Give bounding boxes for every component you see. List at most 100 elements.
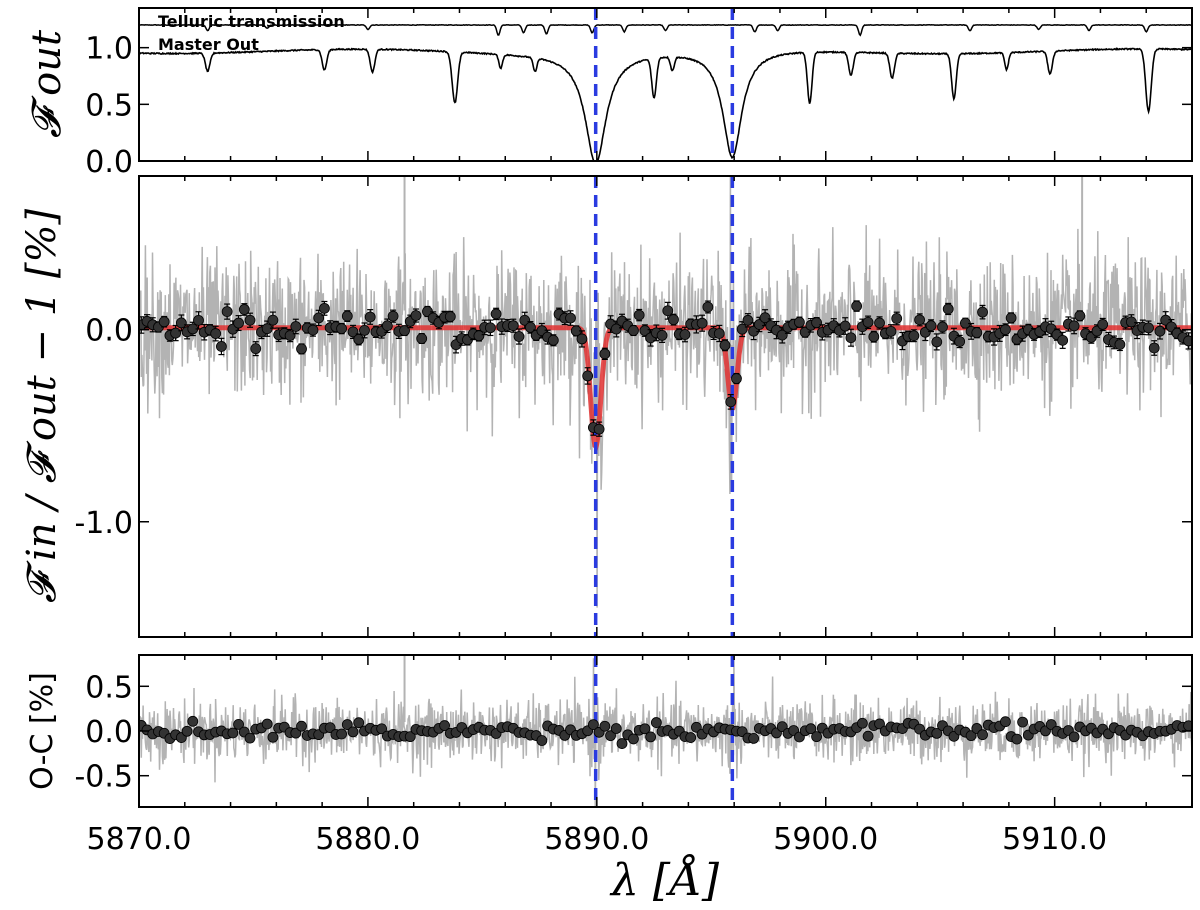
- binned-point: [221, 306, 233, 318]
- residual-binned-point: [536, 735, 548, 746]
- binned-point: [341, 310, 353, 322]
- residual-binned-point: [227, 727, 239, 739]
- bottom-ticks: 5870.0 5880.0 5890.0 5900.0 5910.0 0.5 0.0 -0.5: [74, 655, 1193, 857]
- x-tick-label: 5910.0: [1002, 822, 1107, 857]
- top-ticks: 0.0 0.5 1.0: [85, 8, 1193, 180]
- residual-binned-point: [261, 718, 273, 730]
- binned-point: [731, 373, 742, 384]
- binned-point: [811, 317, 822, 329]
- binned-point: [794, 316, 805, 328]
- residual-binned-point: [599, 720, 611, 732]
- telluric-transmission-line: [139, 23, 1192, 37]
- binned-point: [725, 396, 737, 408]
- residual-binned-point: [811, 731, 822, 743]
- residual-binned-point: [856, 717, 868, 729]
- binned-point: [353, 334, 365, 345]
- binned-point: [267, 314, 279, 326]
- binned-point: [193, 314, 204, 326]
- binned-point: [565, 312, 576, 324]
- binned-point: [1000, 324, 1011, 336]
- binned-point: [547, 334, 559, 346]
- binned-point: [719, 339, 731, 351]
- master-out-line: [139, 47, 1192, 161]
- middle-panel-frame: [138, 175, 1193, 638]
- binned-point: [914, 314, 925, 326]
- binned-point: [885, 325, 897, 337]
- residual-binned-point: [439, 720, 450, 731]
- binned-point: [387, 310, 399, 322]
- residual-binned-point: [376, 723, 388, 735]
- binned-point: [1154, 325, 1166, 337]
- binned-point: [891, 313, 903, 324]
- binned-point: [233, 317, 244, 329]
- middle-panel: 0.0 -1.0 𝓕 in / 𝓕 out − 1 [%]: [19, 175, 1193, 638]
- residual-binned-point: [233, 719, 244, 730]
- y-tick-label: 0.0: [85, 145, 133, 180]
- residual-binned-point: [1000, 716, 1011, 728]
- binned-point: [359, 325, 370, 336]
- residual-binned-point: [931, 727, 943, 739]
- binned-point: [410, 310, 422, 321]
- legend-telluric: Telluric transmission: [158, 12, 345, 31]
- legend-master-out: Master Out: [158, 35, 259, 54]
- y-tick-label: 0.0: [85, 314, 133, 349]
- binned-point: [525, 321, 536, 333]
- binned-point: [1183, 335, 1192, 347]
- binned-point: [519, 314, 531, 326]
- binned-point: [874, 317, 885, 329]
- binned-point: [336, 323, 347, 334]
- residual-binned-point: [353, 717, 365, 729]
- raw-transmission-spectrum: [139, 176, 1192, 608]
- binned-point: [628, 325, 639, 336]
- binned-point: [1005, 312, 1017, 324]
- residual-binned-point: [610, 723, 622, 734]
- binned-point: [158, 316, 170, 328]
- binned-point: [845, 332, 857, 344]
- binned-point: [942, 303, 954, 315]
- binned-point: [851, 300, 863, 312]
- residual-binned-point: [267, 731, 279, 743]
- binned-point: [668, 314, 679, 326]
- binned-point: [364, 311, 376, 323]
- binned-point: [1143, 322, 1154, 334]
- binned-point: [931, 336, 943, 348]
- middle-y-axis-label: 𝓕 in / 𝓕 out − 1 [%]: [19, 209, 65, 604]
- residual-binned-point: [341, 719, 353, 730]
- binned-point: [290, 321, 302, 332]
- binned-point: [937, 321, 948, 333]
- binned-point: [507, 320, 519, 332]
- binned-point: [513, 331, 525, 342]
- y-tick-label: 0.5: [85, 88, 133, 123]
- binned-point: [484, 322, 496, 334]
- binned-point: [582, 370, 594, 382]
- binned-point: [696, 317, 708, 329]
- binned-point: [399, 325, 410, 337]
- residual-binned-point: [691, 721, 702, 733]
- bottom-y-axis-label: O-C [%]: [25, 672, 60, 790]
- binned-point: [296, 343, 307, 355]
- binned-point: [238, 304, 250, 315]
- bottom-panel: 5870.0 5880.0 5890.0 5900.0 5910.0 0.5 0.0 -0.5…: [25, 654, 1193, 906]
- binned-point: [1125, 316, 1137, 328]
- binned-point: [679, 329, 691, 340]
- binned-point: [313, 312, 325, 324]
- y-tick-label: 0.0: [85, 715, 133, 750]
- binned-point: [925, 320, 937, 332]
- binned-point: [307, 324, 319, 336]
- top-plot-area: [139, 8, 1192, 161]
- x-axis-label: λ [Å]: [609, 853, 720, 906]
- x-tick-label: 5900.0: [773, 822, 878, 857]
- binned-point: [971, 327, 983, 339]
- residual-binned-point: [1068, 731, 1080, 743]
- binned-point: [381, 320, 393, 332]
- binned-point: [908, 330, 920, 342]
- binned-point: [610, 323, 622, 335]
- top-panel-frame: [138, 7, 1193, 162]
- residual-binned-point: [244, 732, 256, 744]
- binned-point: [170, 327, 182, 339]
- binned-point: [319, 302, 330, 314]
- binned-point: [347, 326, 359, 338]
- residual-binned-point: [404, 731, 416, 743]
- binned-point: [702, 301, 714, 313]
- binned-point: [736, 323, 748, 335]
